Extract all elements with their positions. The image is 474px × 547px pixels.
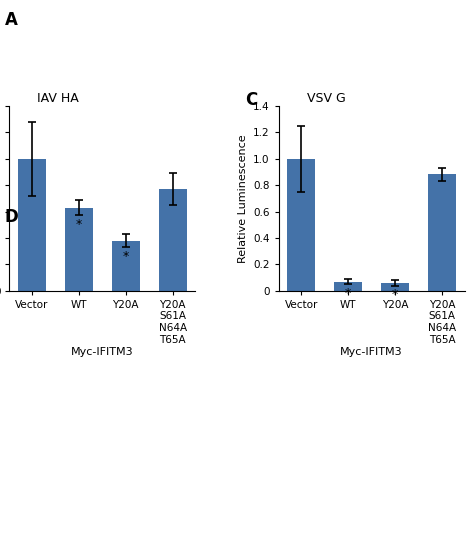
Bar xyxy=(334,282,362,291)
Bar xyxy=(287,159,315,291)
Bar xyxy=(159,189,187,291)
Y-axis label: Relative Luminescence: Relative Luminescence xyxy=(237,134,247,263)
Text: *: * xyxy=(76,218,82,231)
Bar xyxy=(112,241,140,291)
Bar xyxy=(381,283,409,291)
Text: A: A xyxy=(5,11,18,29)
Text: D: D xyxy=(5,208,18,226)
Text: *: * xyxy=(123,250,129,263)
Text: VSV G: VSV G xyxy=(307,91,346,104)
X-axis label: Myc-IFITM3: Myc-IFITM3 xyxy=(340,347,403,357)
X-axis label: Myc-IFITM3: Myc-IFITM3 xyxy=(71,347,134,357)
Bar xyxy=(18,159,46,291)
Text: C: C xyxy=(246,91,257,109)
Bar xyxy=(65,207,93,291)
Text: *: * xyxy=(392,288,398,301)
Text: *: * xyxy=(345,287,351,300)
Text: IAV HA: IAV HA xyxy=(37,91,79,104)
Bar xyxy=(428,174,456,291)
